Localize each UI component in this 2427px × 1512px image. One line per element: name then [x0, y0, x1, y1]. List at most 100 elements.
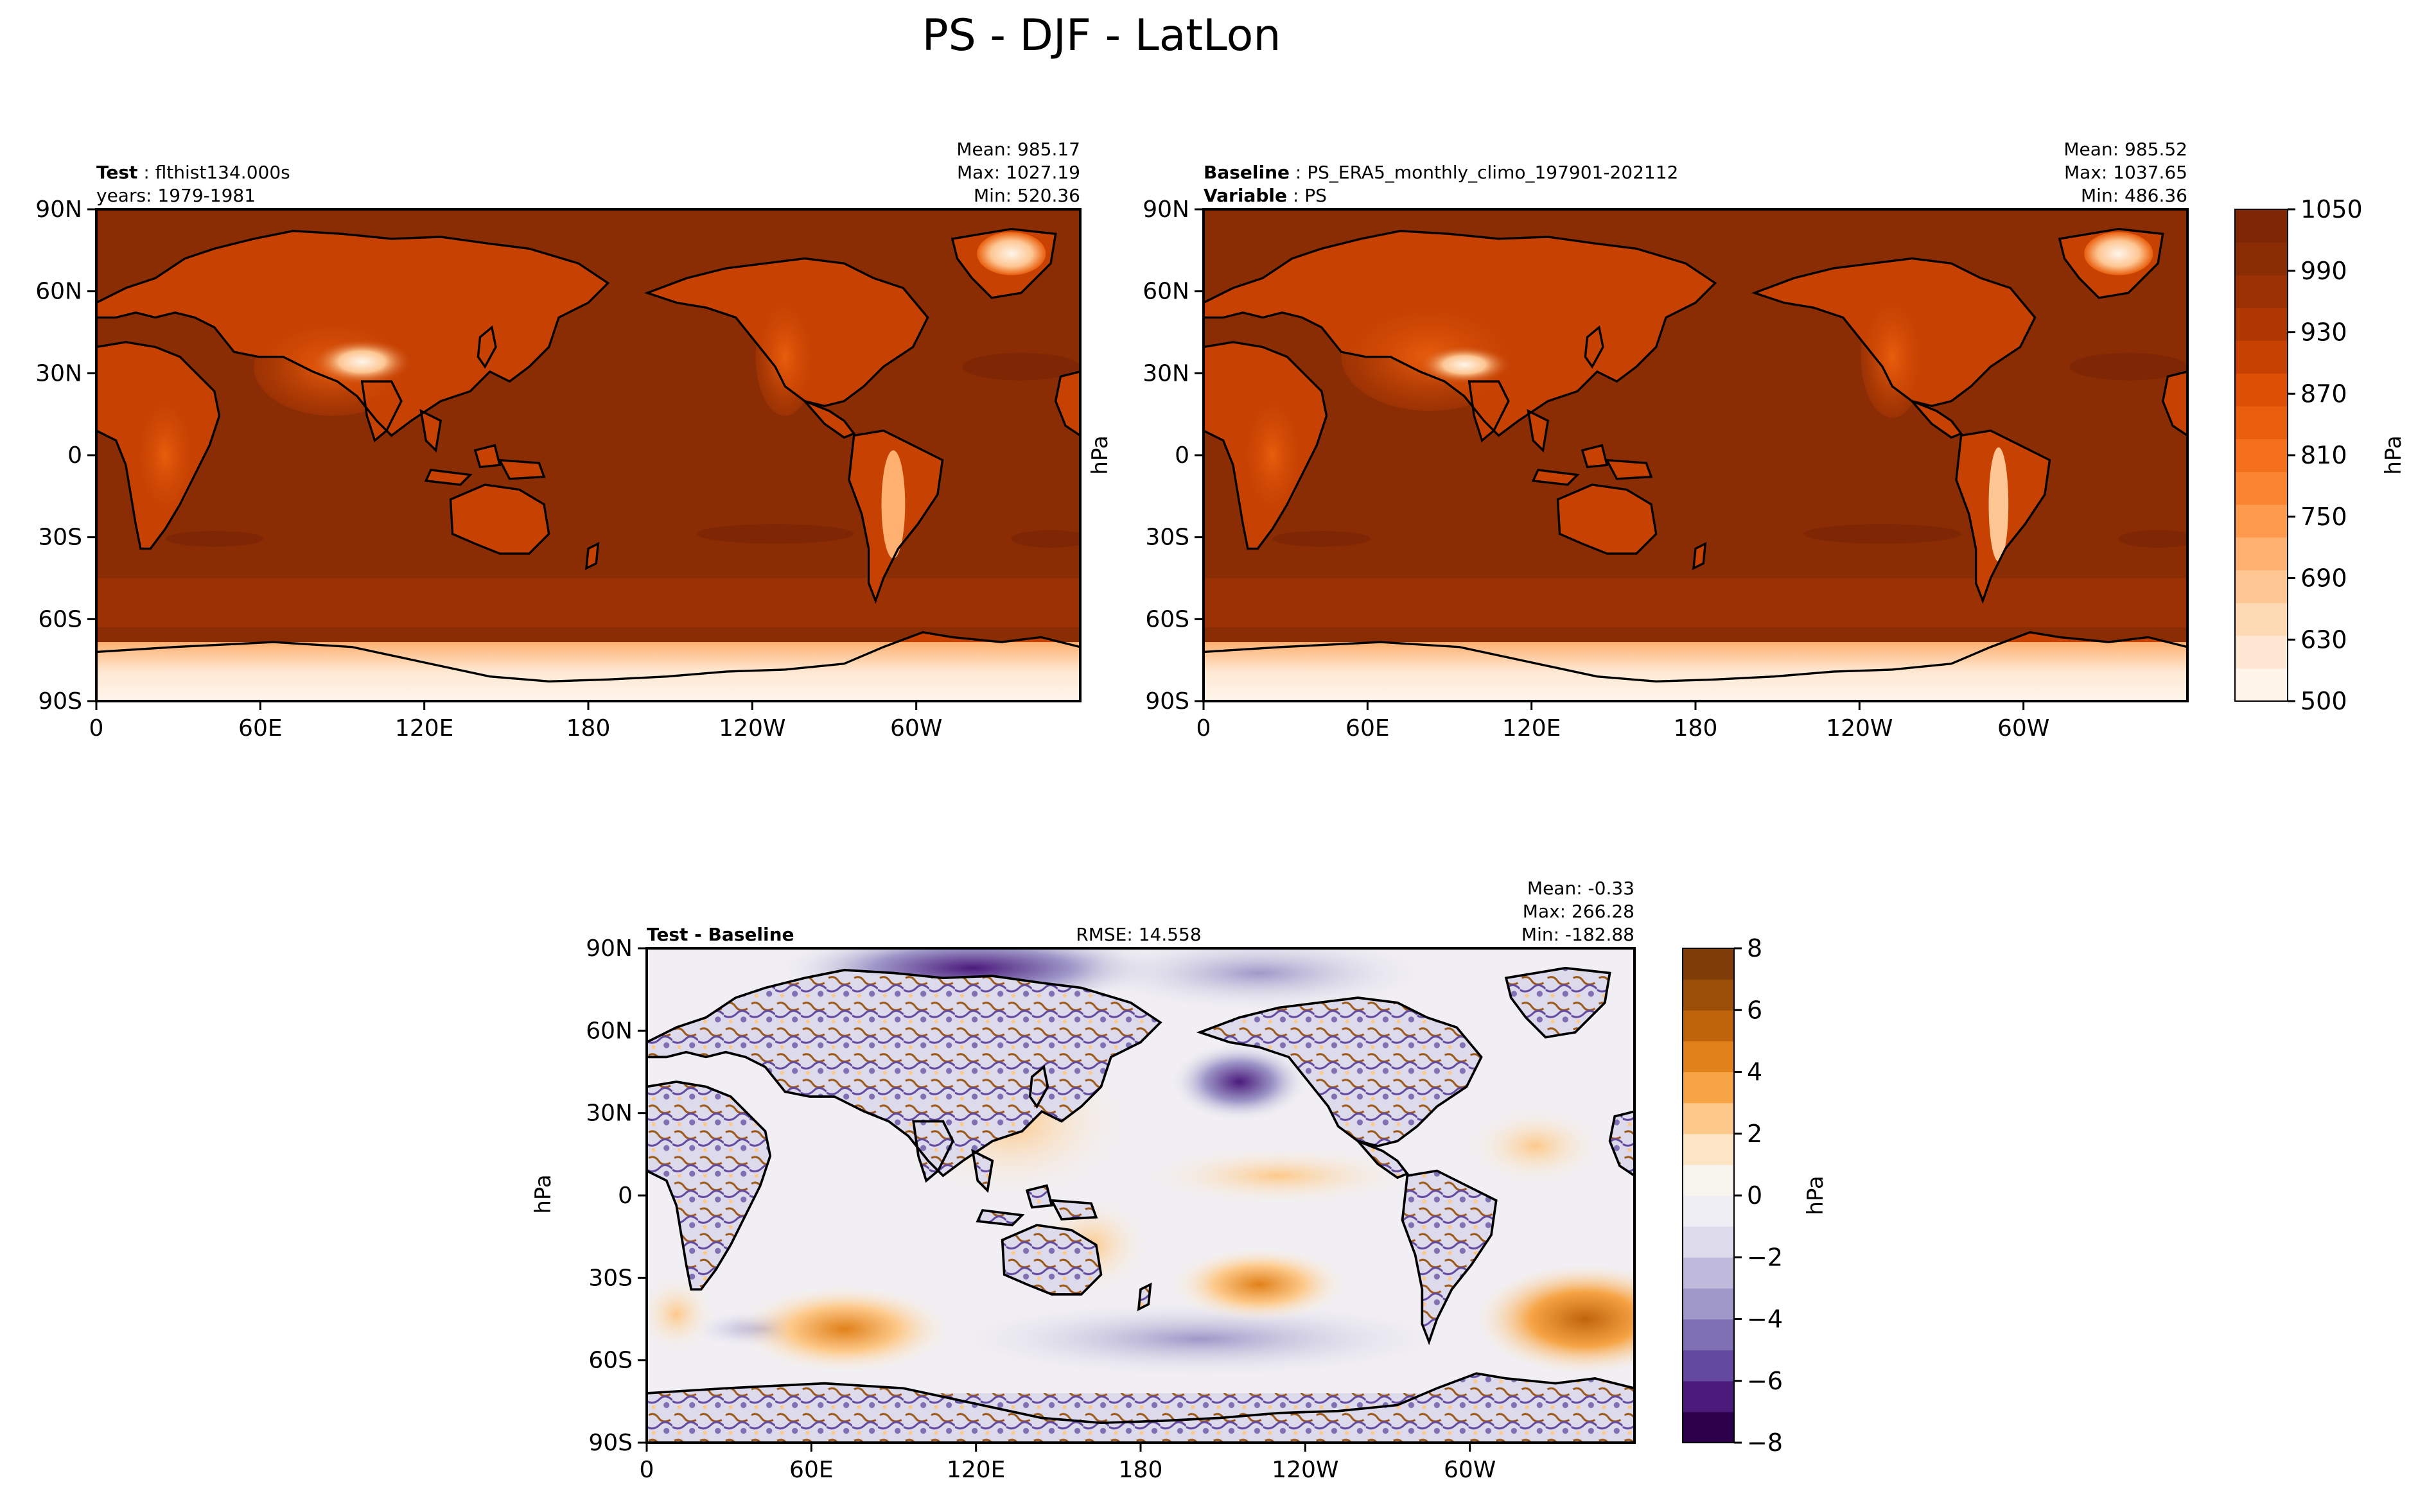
colorbar-block [1683, 1257, 1734, 1289]
panel-baseline-label-value: PS_ERA5_monthly_climo_197901-202112 [1307, 162, 1678, 183]
xtick-label: 0 [89, 715, 104, 742]
xtick-label: 120W [719, 715, 785, 742]
ytick-label: 90S [38, 688, 82, 715]
colorbar-diff-blocks [1683, 948, 1734, 1443]
panel-baseline-map [1204, 209, 2187, 701]
xtick-label: 60E [238, 715, 283, 742]
colorbar-block [2235, 537, 2288, 571]
ytick-label: 0 [67, 442, 82, 469]
colorbar-block [1683, 1072, 1734, 1104]
colorbar-tick-label: 1050 [2300, 195, 2363, 223]
xtick-label: 0 [1196, 715, 1211, 742]
ytick-label: 30N [35, 360, 82, 387]
ytick-label: 60N [1143, 279, 1189, 305]
panel-diff-yticks: 90N 60N 30N 0 30S 60S 90S [586, 935, 647, 1456]
ytick-label: 30N [586, 1100, 633, 1127]
colorbar-block [2235, 275, 2288, 308]
xtick-label: 60W [890, 715, 942, 742]
ytick-label: 90S [1145, 688, 1189, 715]
colorbar-block [2235, 439, 2288, 473]
colorbar-block [2235, 373, 2288, 406]
xtick-label: 60E [789, 1457, 834, 1483]
colorbar-block [1683, 1010, 1734, 1041]
colorbar-tick-label: 930 [2300, 318, 2347, 347]
figure-title: PS - DJF - LatLon [922, 10, 1281, 61]
colorbar-abs-blocks [2235, 209, 2288, 702]
colorbar-tick-label: −2 [1747, 1243, 1783, 1271]
ytick-label: 90N [586, 935, 633, 962]
ytick-label: 60S [588, 1348, 633, 1374]
xtick-label: 180 [566, 715, 611, 742]
panel-test-label-value: flthist134.000s [155, 162, 290, 183]
panel-diff-stat-max: Max: 266.28 [1523, 901, 1634, 922]
colorbar-block [1683, 1226, 1734, 1258]
colorbar-tick-label: −6 [1747, 1367, 1783, 1395]
colorbar-block [2235, 471, 2288, 505]
colorbar-block [1683, 1164, 1734, 1196]
panel-baseline-label2-value: PS [1304, 185, 1327, 206]
xtick-label: 120E [1502, 715, 1561, 742]
colorbar-abs-label: hPa [2381, 435, 2406, 474]
colorbar-block [1683, 1411, 1734, 1443]
ytick-label: 30N [1143, 360, 1189, 387]
ytick-label: 60S [38, 606, 82, 632]
colorbar-block [2235, 569, 2288, 604]
xtick-label: 180 [1119, 1457, 1163, 1483]
colorbar-block [1683, 1133, 1734, 1165]
colorbar-block [1683, 1102, 1734, 1134]
colorbar-tick-label: −4 [1747, 1305, 1783, 1334]
colorbar-block [1683, 1288, 1734, 1320]
colorbar-tick-label: 6 [1747, 996, 1762, 1024]
colorbar-tick-label: −8 [1747, 1429, 1783, 1457]
panel-baseline-yticks: 90N 60N 30N 0 30S 60S 90S [1143, 196, 1204, 715]
colorbar-tick-label: 8 [1747, 934, 1762, 962]
xtick-label: 120E [395, 715, 453, 742]
panel-baseline-label2: Variable : PS [1204, 185, 1327, 206]
colorbar-tick-label: 500 [2300, 687, 2347, 715]
colorbar-tick-label: 4 [1747, 1058, 1762, 1086]
xtick-label: 180 [1674, 715, 1718, 742]
panel-baseline-stat-max: Max: 1037.65 [2064, 162, 2187, 183]
colorbar-diff: 8 6 4 2 0 −2 −4 −6 −8 hPa [1682, 934, 1828, 1457]
colorbar-block [2235, 406, 2288, 440]
colorbar-block [1683, 979, 1734, 1011]
panel-test-stat-max: Max: 1027.19 [957, 162, 1080, 183]
ytick-label: 30S [588, 1265, 633, 1291]
panel-test-label-bold: Test [96, 162, 137, 183]
ytick-label: 30S [38, 525, 82, 551]
xtick-label: 60W [1997, 715, 2049, 742]
colorbar-tick-label: 810 [2300, 441, 2347, 469]
panel-test-label: Test : flthist134.000s [96, 162, 290, 183]
ytick-label: 90N [35, 196, 82, 223]
panel-baseline-stat-mean: Mean: 985.52 [2063, 139, 2187, 160]
panel-diff: Test - Baseline RMSE: 14.558 Mean: -0.33… [530, 878, 1636, 1483]
colorbar-block [2235, 308, 2288, 341]
colorbar-block [2235, 635, 2288, 669]
panel-test-map [96, 209, 1080, 701]
colorbar-tick-label: 750 [2300, 503, 2347, 531]
colorbar-tick-label: 870 [2300, 379, 2347, 408]
panel-baseline: Baseline : PS_ERA5_monthly_climo_197901-… [1087, 139, 2189, 742]
colorbar-tick-label: 0 [1747, 1181, 1762, 1210]
panel-diff-map [647, 948, 1634, 1443]
ytick-label: 30S [1145, 525, 1189, 551]
panel-test: Test : flthist134.000s years: 1979-1981 … [35, 139, 1082, 742]
xtick-label: 0 [640, 1457, 654, 1483]
colorbar-diff-label: hPa [1803, 1176, 1828, 1215]
colorbar-tick-label: 690 [2300, 564, 2347, 593]
panel-baseline-ylabel: hPa [1087, 435, 1113, 474]
panel-diff-stat-min: Min: -182.88 [1521, 924, 1634, 945]
colorbar-tick-label: 990 [2300, 257, 2347, 285]
panel-test-yticks: 90N 60N 30N 0 30S 60S 90S [35, 196, 96, 715]
xtick-label: 120E [947, 1457, 1005, 1483]
colorbar-block [2235, 242, 2288, 275]
colorbar-block [2235, 504, 2288, 538]
xtick-label: 120W [1826, 715, 1893, 742]
ytick-label: 90N [1143, 196, 1189, 223]
panel-test-stat-mean: Mean: 985.17 [956, 139, 1080, 160]
panel-diff-xticks: 0 60E 120E 180 120W 60W [640, 1443, 1496, 1483]
colorbar-block [2235, 340, 2288, 374]
colorbar-block [1683, 948, 1734, 980]
xtick-label: 120W [1272, 1457, 1338, 1483]
